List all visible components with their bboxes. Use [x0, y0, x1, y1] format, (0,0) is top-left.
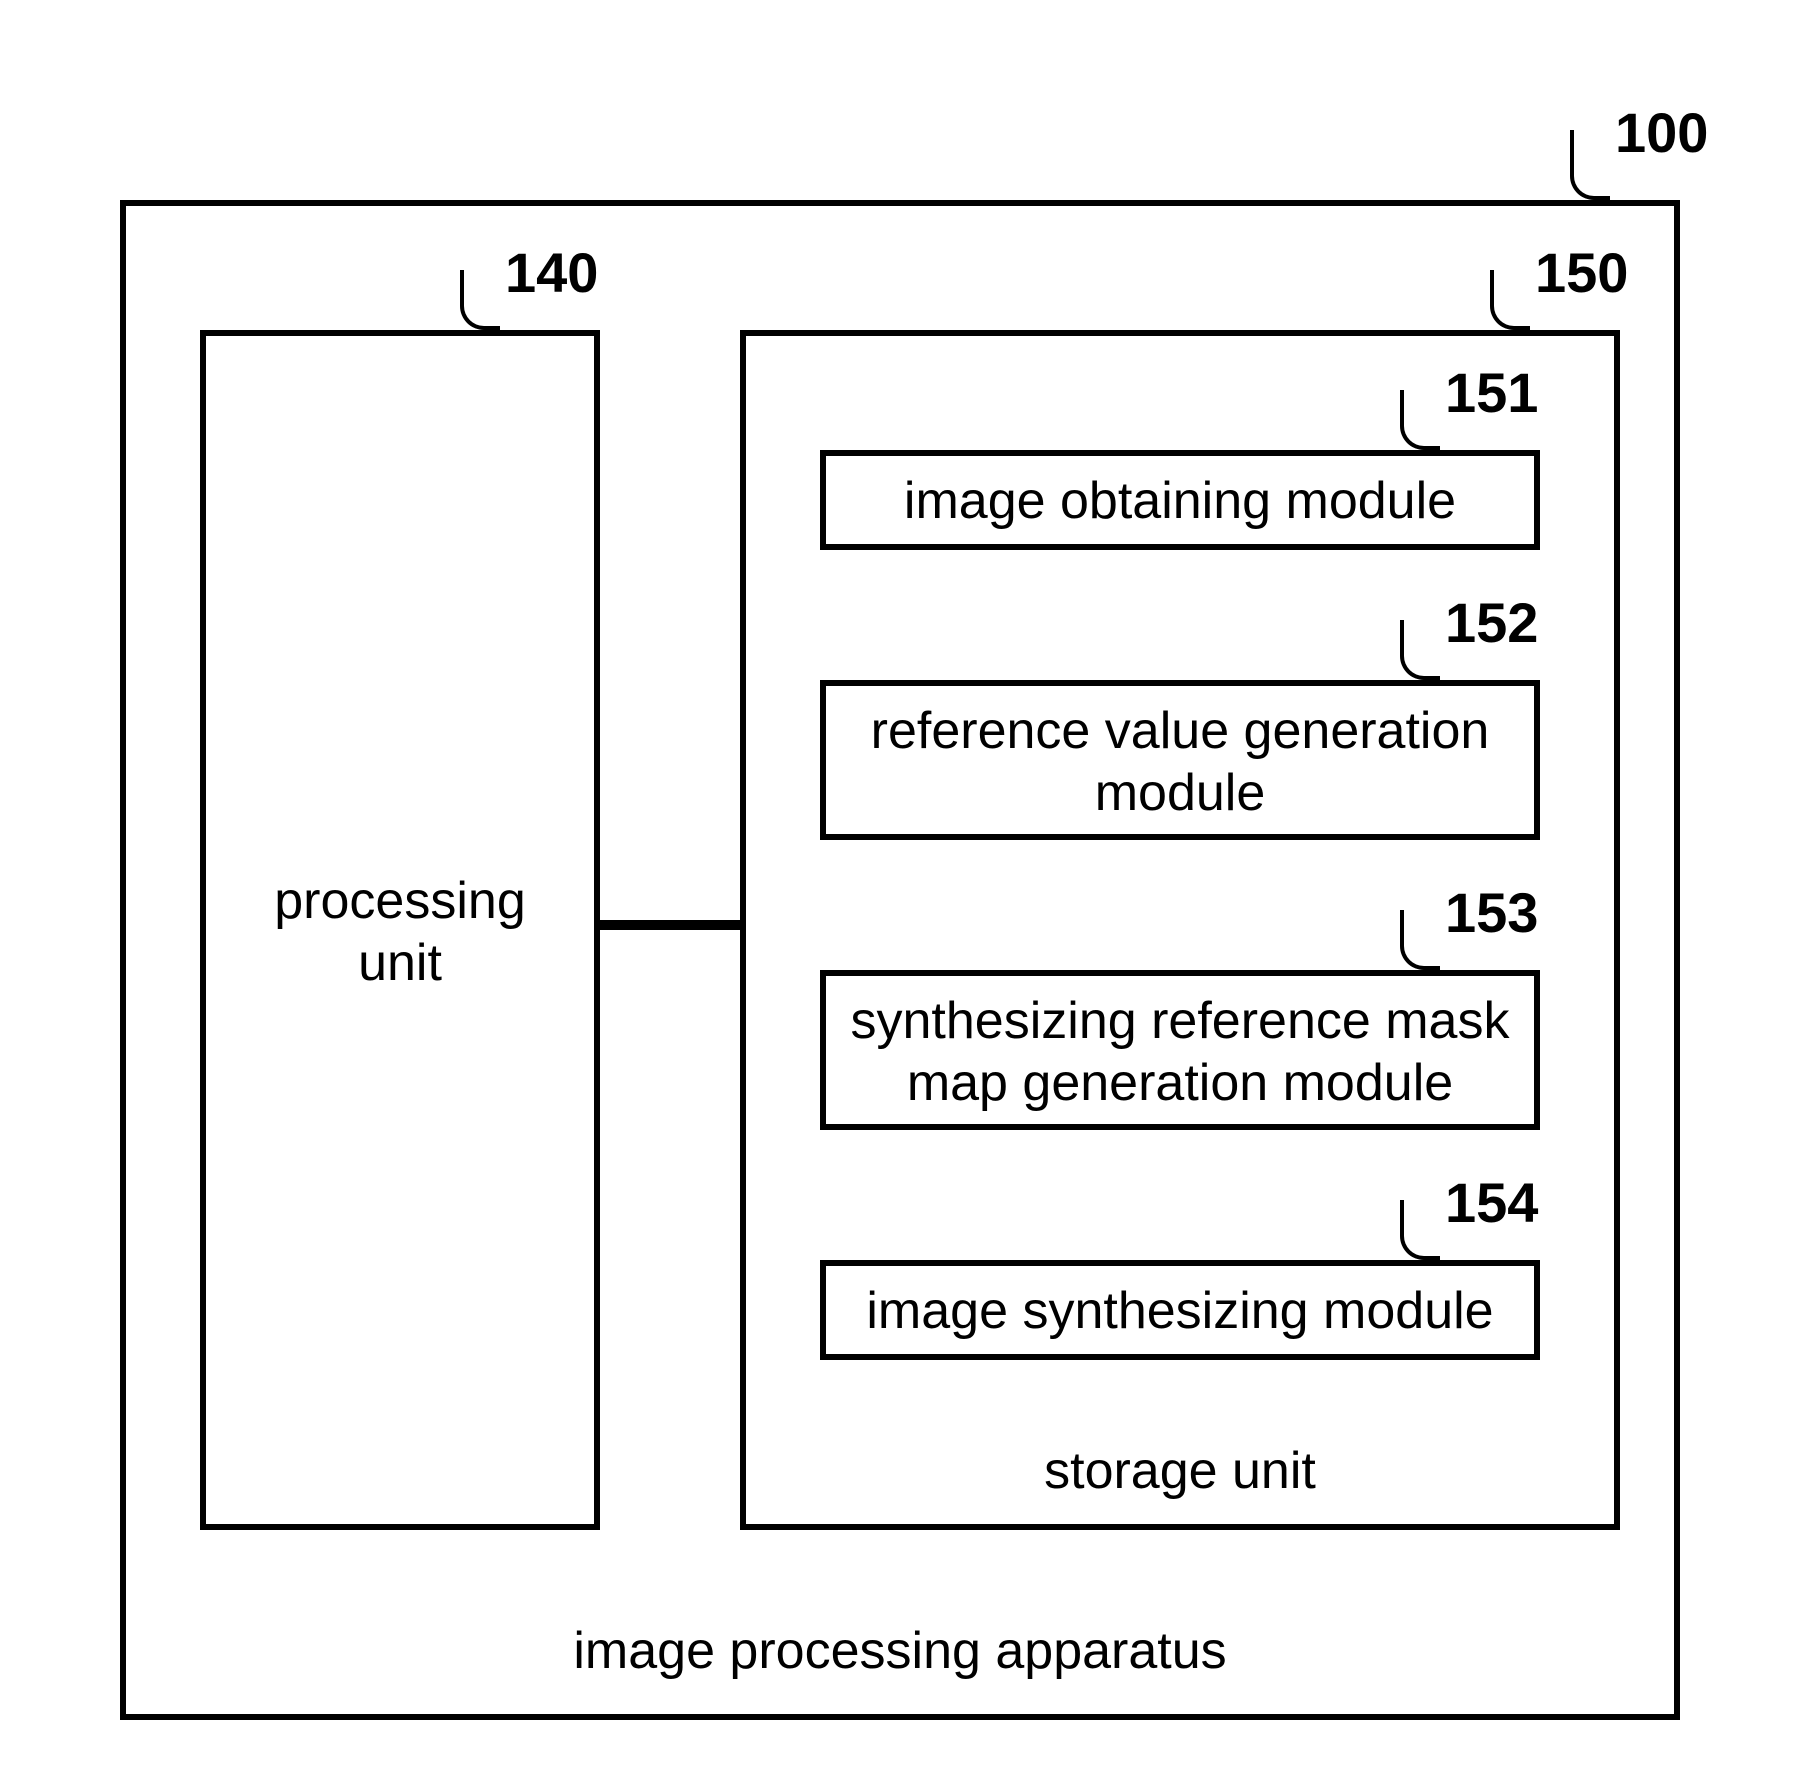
ref-100: 100	[1615, 100, 1708, 165]
module2-label: reference value generation module	[820, 700, 1540, 825]
apparatus-label: image processing apparatus	[120, 1620, 1680, 1682]
leader-140	[460, 270, 500, 330]
ref-140: 140	[505, 240, 598, 305]
leader-151	[1400, 390, 1440, 450]
ref-150: 150	[1535, 240, 1628, 305]
connector-line	[600, 920, 740, 930]
diagram-canvas: image processing apparatus processing un…	[0, 0, 1811, 1768]
leader-154	[1400, 1200, 1440, 1260]
ref-152: 152	[1445, 590, 1538, 655]
leader-153	[1400, 910, 1440, 970]
processing-unit-label: processing unit	[200, 870, 600, 995]
ref-154: 154	[1445, 1170, 1538, 1235]
module1-label: image obtaining module	[820, 470, 1540, 532]
module4-label: image synthesizing module	[820, 1280, 1540, 1342]
leader-152	[1400, 620, 1440, 680]
leader-150	[1490, 270, 1530, 330]
storage-unit-label: storage unit	[740, 1440, 1620, 1502]
ref-153: 153	[1445, 880, 1538, 945]
ref-151: 151	[1445, 360, 1538, 425]
module3-label: synthesizing reference mask map generati…	[820, 990, 1540, 1115]
leader-100	[1570, 130, 1610, 200]
